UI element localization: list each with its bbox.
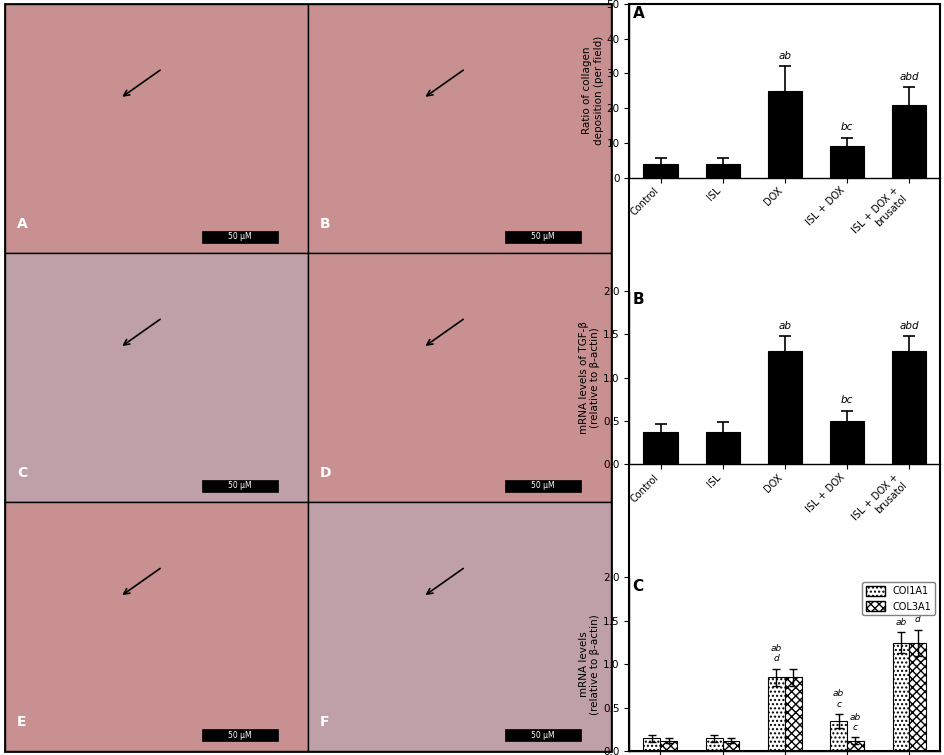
Bar: [846, 741, 863, 751]
Bar: [705, 164, 739, 177]
Bar: [829, 421, 863, 464]
FancyBboxPatch shape: [504, 230, 580, 243]
FancyBboxPatch shape: [504, 479, 580, 492]
FancyBboxPatch shape: [5, 253, 308, 502]
Text: A: A: [632, 5, 644, 20]
Y-axis label: Ratio of collagen
deposition (per field): Ratio of collagen deposition (per field): [582, 36, 603, 145]
Bar: [767, 91, 801, 177]
FancyBboxPatch shape: [308, 4, 611, 253]
Bar: [767, 351, 801, 464]
Text: 50 µM: 50 µM: [228, 482, 251, 491]
Text: ab
d: ab d: [770, 644, 782, 664]
FancyBboxPatch shape: [202, 479, 278, 492]
Bar: [891, 105, 925, 177]
Text: ab
d: ab d: [911, 605, 922, 624]
Text: ab
c: ab c: [833, 689, 843, 709]
Text: C: C: [632, 579, 643, 594]
FancyBboxPatch shape: [504, 729, 580, 741]
Text: ab
c: ab c: [849, 713, 860, 732]
Text: 50 µM: 50 µM: [531, 482, 554, 491]
Y-axis label: mRNA levels
(relative to β-actin): mRNA levels (relative to β-actin): [578, 614, 599, 715]
Text: E: E: [17, 715, 26, 729]
Text: F: F: [320, 715, 329, 729]
Bar: [705, 433, 739, 464]
Bar: [891, 643, 908, 751]
Bar: [660, 741, 677, 751]
FancyBboxPatch shape: [308, 502, 611, 751]
Text: 50 µM: 50 µM: [228, 731, 251, 740]
Bar: [705, 738, 722, 751]
FancyBboxPatch shape: [5, 502, 308, 751]
Bar: [722, 741, 738, 751]
Text: ab: ab: [778, 321, 790, 331]
FancyBboxPatch shape: [5, 4, 308, 253]
Bar: [643, 433, 677, 464]
Text: abd: abd: [899, 321, 918, 331]
Bar: [643, 738, 660, 751]
Text: B: B: [632, 292, 644, 307]
Text: ab: ab: [778, 51, 790, 61]
Y-axis label: mRNA levels of TGF-β
(relative to β-actin): mRNA levels of TGF-β (relative to β-acti…: [578, 321, 599, 434]
Text: 50 µM: 50 µM: [531, 731, 554, 740]
Bar: [830, 721, 846, 751]
Bar: [767, 677, 784, 751]
Bar: [784, 677, 801, 751]
Bar: [908, 643, 925, 751]
Legend: COI1A1, COL3A1: COI1A1, COL3A1: [861, 582, 935, 615]
FancyBboxPatch shape: [308, 253, 611, 502]
Text: D: D: [320, 466, 331, 479]
Bar: [643, 164, 677, 177]
FancyBboxPatch shape: [202, 230, 278, 243]
Text: A: A: [17, 217, 27, 230]
Bar: [891, 351, 925, 464]
Text: C: C: [17, 466, 27, 479]
Text: ab: ab: [894, 618, 905, 627]
FancyBboxPatch shape: [5, 4, 611, 751]
Text: bc: bc: [840, 396, 852, 405]
FancyBboxPatch shape: [202, 729, 278, 741]
Text: 50 µM: 50 µM: [531, 233, 554, 242]
Text: abd: abd: [899, 72, 918, 82]
Bar: [829, 146, 863, 177]
Text: bc: bc: [840, 122, 852, 132]
Text: 50 µM: 50 µM: [228, 233, 251, 242]
Text: B: B: [320, 217, 330, 230]
